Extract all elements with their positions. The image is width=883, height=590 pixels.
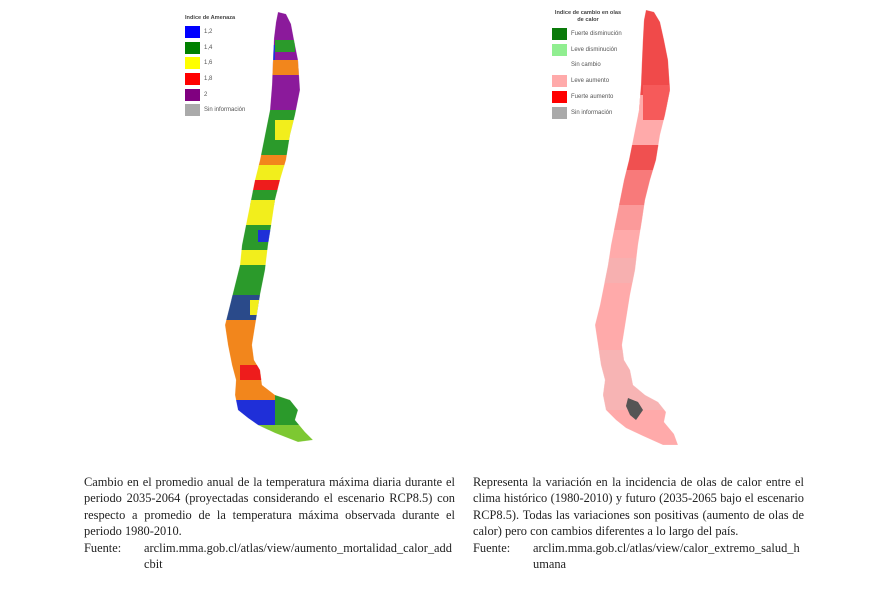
threat-index-map-panel: Indice de Amenaza 1,2 1,4 1,6 1,8 2 Sin … xyxy=(180,0,360,455)
source-label: Fuente: xyxy=(84,540,122,555)
legend-item: Sin cambio xyxy=(552,58,624,74)
legend-item: 1,4 xyxy=(185,40,247,56)
chile-threat-map xyxy=(224,11,314,443)
legend-item: Sin información xyxy=(552,105,624,121)
legend-swatch xyxy=(552,106,567,119)
legend-label: Sin información xyxy=(571,109,613,116)
legend-label: Sin cambio xyxy=(571,62,601,69)
caption-source: Fuente: arclim.mma.gob.cl/atlas/view/aum… xyxy=(84,540,455,573)
caption-text: Cambio en el promedio anual de la temper… xyxy=(84,475,455,539)
legend-item: 1,6 xyxy=(185,56,247,72)
legend-swatch xyxy=(552,59,567,71)
legend-label: 1,2 xyxy=(204,29,213,36)
legend-label: 1,4 xyxy=(204,44,213,51)
legend-item: Sin información xyxy=(185,102,247,118)
legend-label: 2 xyxy=(204,91,208,98)
legend-swatch xyxy=(185,88,200,101)
source-link[interactable]: arclim.mma.gob.cl/atlas/view/calor_extre… xyxy=(533,540,800,572)
left-map-caption: Cambio en el promedio anual de la temper… xyxy=(84,474,455,572)
legend-label: Sin información xyxy=(204,107,246,114)
legend-item: 1,2 xyxy=(185,25,247,41)
legend-item: 1,8 xyxy=(185,71,247,87)
heatwave-change-map-panel: Indice de cambio en olas de calor Fuerte… xyxy=(548,0,738,455)
legend-title: Indice de Amenaza xyxy=(185,15,236,21)
legend-swatch xyxy=(552,91,567,104)
legend-swatch xyxy=(185,57,200,70)
legend-label: 1,8 xyxy=(204,76,213,83)
legend-swatch xyxy=(552,27,567,40)
legend-item: 2 xyxy=(185,87,247,103)
legend-swatch xyxy=(185,104,200,117)
legend-title: Indice de cambio en olas de calor xyxy=(554,10,622,23)
legend-item: Leve aumento xyxy=(552,73,624,89)
caption-source: Fuente: arclim.mma.gob.cl/atlas/view/cal… xyxy=(473,540,804,573)
legend-item: Fuerte disminución xyxy=(552,26,624,42)
legend-label: 1,6 xyxy=(204,60,213,67)
right-map-caption: Representa la variación en la incidencia… xyxy=(473,474,804,572)
legend-swatch xyxy=(185,41,200,54)
legend-swatch xyxy=(185,26,200,39)
legend-label: Fuerte aumento xyxy=(571,94,614,101)
legend-item: Fuerte aumento xyxy=(552,89,624,105)
legend-label: Leve disminución xyxy=(571,46,618,53)
threat-index-legend: Indice de Amenaza 1,2 1,4 1,6 1,8 2 Sin … xyxy=(185,15,247,119)
source-link[interactable]: arclim.mma.gob.cl/atlas/view/aumento_mor… xyxy=(144,540,452,572)
heatwave-change-legend: Indice de cambio en olas de calor Fuerte… xyxy=(552,10,624,121)
caption-text: Representa la variación en la incidencia… xyxy=(473,475,804,539)
legend-label: Fuerte disminución xyxy=(571,30,622,37)
legend-swatch xyxy=(552,75,567,88)
source-label: Fuente: xyxy=(473,540,511,555)
legend-item: Leve disminución xyxy=(552,42,624,58)
legend-swatch xyxy=(185,73,200,86)
legend-swatch xyxy=(552,43,567,56)
legend-label: Leve aumento xyxy=(571,78,610,85)
